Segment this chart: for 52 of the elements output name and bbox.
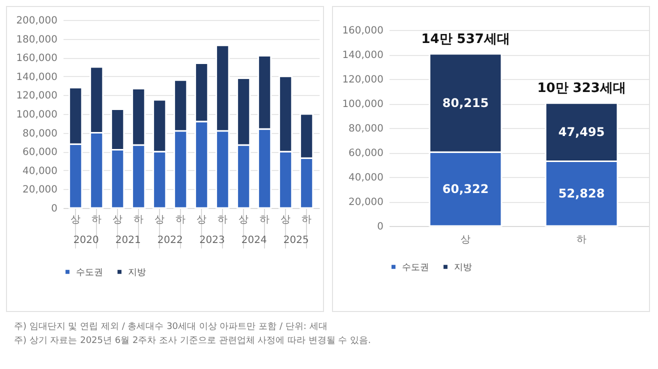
y-tick-label: 20,000	[348, 197, 384, 208]
text: 주) 임대단지 및 연립 제외 / 총세대수 30세대 이상 아파트만 포함 / 단위: 세대	[14, 321, 328, 334]
x-tick-label: 상	[460, 234, 471, 246]
x-tick-label: 상	[70, 214, 81, 226]
data-label: 47,495	[558, 125, 605, 140]
y-tick-label: 160,000	[16, 53, 58, 64]
y-tick-label: 20,000	[22, 184, 58, 196]
x-tick-label: 상	[238, 214, 249, 226]
x-tick-label: 하	[576, 234, 587, 246]
text: 주) 상기 자료는 2025년 6월 2주차 조사 기준으로 관련업체 사정에 따라 변경될 수 있음.	[14, 335, 372, 348]
x-tick-label: 하	[218, 214, 228, 226]
data-label: 52,828	[558, 186, 605, 201]
x-tick-label: 하	[176, 214, 186, 226]
legend-label: 지방	[454, 262, 472, 273]
legend-label: 지방	[128, 268, 146, 278]
y-tick-label: 140,000	[16, 72, 58, 83]
y-tick-label: 200,000	[16, 16, 58, 27]
y-tick-label: 40,000	[22, 166, 58, 177]
x-tick-label: 상	[280, 214, 291, 226]
text: 2020	[73, 234, 99, 246]
x-tick-label: 상	[112, 214, 123, 226]
legend-label: 수도권	[402, 262, 429, 273]
text: 2024	[241, 234, 267, 246]
x-tick-label: 하	[92, 214, 102, 226]
x-tick-label: 하	[260, 214, 270, 226]
y-tick-label: 120,000	[16, 90, 58, 102]
x-tick-label: 하	[302, 214, 312, 226]
text: 2022	[157, 234, 183, 246]
y-tick-label: 40,000	[348, 172, 384, 184]
legend-label: 수도권	[76, 268, 103, 278]
x-tick-label: 하	[134, 214, 144, 226]
y-tick-label: 100,000	[342, 99, 384, 110]
y-tick-label: 0	[51, 203, 58, 214]
data-label: 80,215	[442, 96, 489, 110]
y-tick-label: 140,000	[342, 50, 384, 62]
text: 2023	[199, 234, 225, 246]
x-tick-label: 상	[196, 214, 207, 226]
y-tick-label: 80,000	[22, 128, 58, 140]
total-label: 14만 537세대	[421, 32, 510, 47]
y-tick-label: 100,000	[16, 110, 58, 120]
text: 2021	[115, 234, 141, 246]
y-tick-label: 0	[377, 221, 384, 232]
y-tick-label: 180,000	[16, 34, 58, 46]
y-tick-label: 60,000	[348, 148, 384, 159]
x-tick-label: 상	[154, 214, 165, 226]
y-tick-label: 60,000	[22, 147, 58, 158]
y-tick-label: 160,000	[342, 26, 384, 37]
y-tick-label: 120,000	[342, 74, 384, 86]
y-tick-label: 80,000	[348, 124, 384, 134]
text: 2025	[283, 234, 309, 246]
data-label: 60,322	[442, 182, 489, 196]
total-label: 10만 323세대	[537, 81, 626, 96]
